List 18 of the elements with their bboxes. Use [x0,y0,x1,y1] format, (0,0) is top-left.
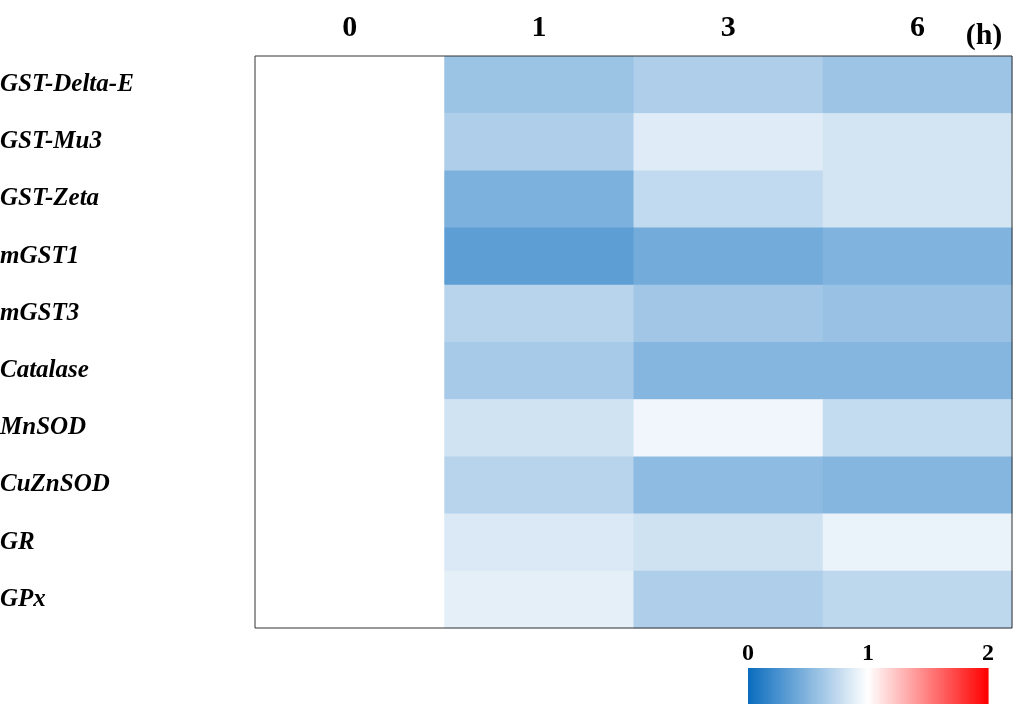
color-bar-label: 2 [982,639,994,665]
color-bar-label: 0 [742,639,754,665]
y-tick-label: GST-Delta-E [0,69,134,97]
y-tick-label: GST-Mu3 [0,126,102,154]
x-tick-label: 1 [531,8,547,42]
x-tick-label: 0 [342,8,358,42]
y-tick-label: Catalase [0,355,89,383]
color-bar-label: 1 [862,639,874,665]
y-tick-label: mGST1 [0,240,80,268]
y-tick-label: MnSOD [0,412,87,440]
y-tick-label: GR [0,526,35,554]
y-tick-label: GST-Zeta [0,183,100,211]
y-tick-label: GPx [0,583,46,611]
y-tick-label: CuZnSOD [0,469,110,497]
x-tick-label: 6 [909,8,925,42]
y-tick-label: mGST3 [0,297,80,325]
x-axis-title: (h) [965,16,1003,51]
x-tick-label: 3 [720,8,736,42]
